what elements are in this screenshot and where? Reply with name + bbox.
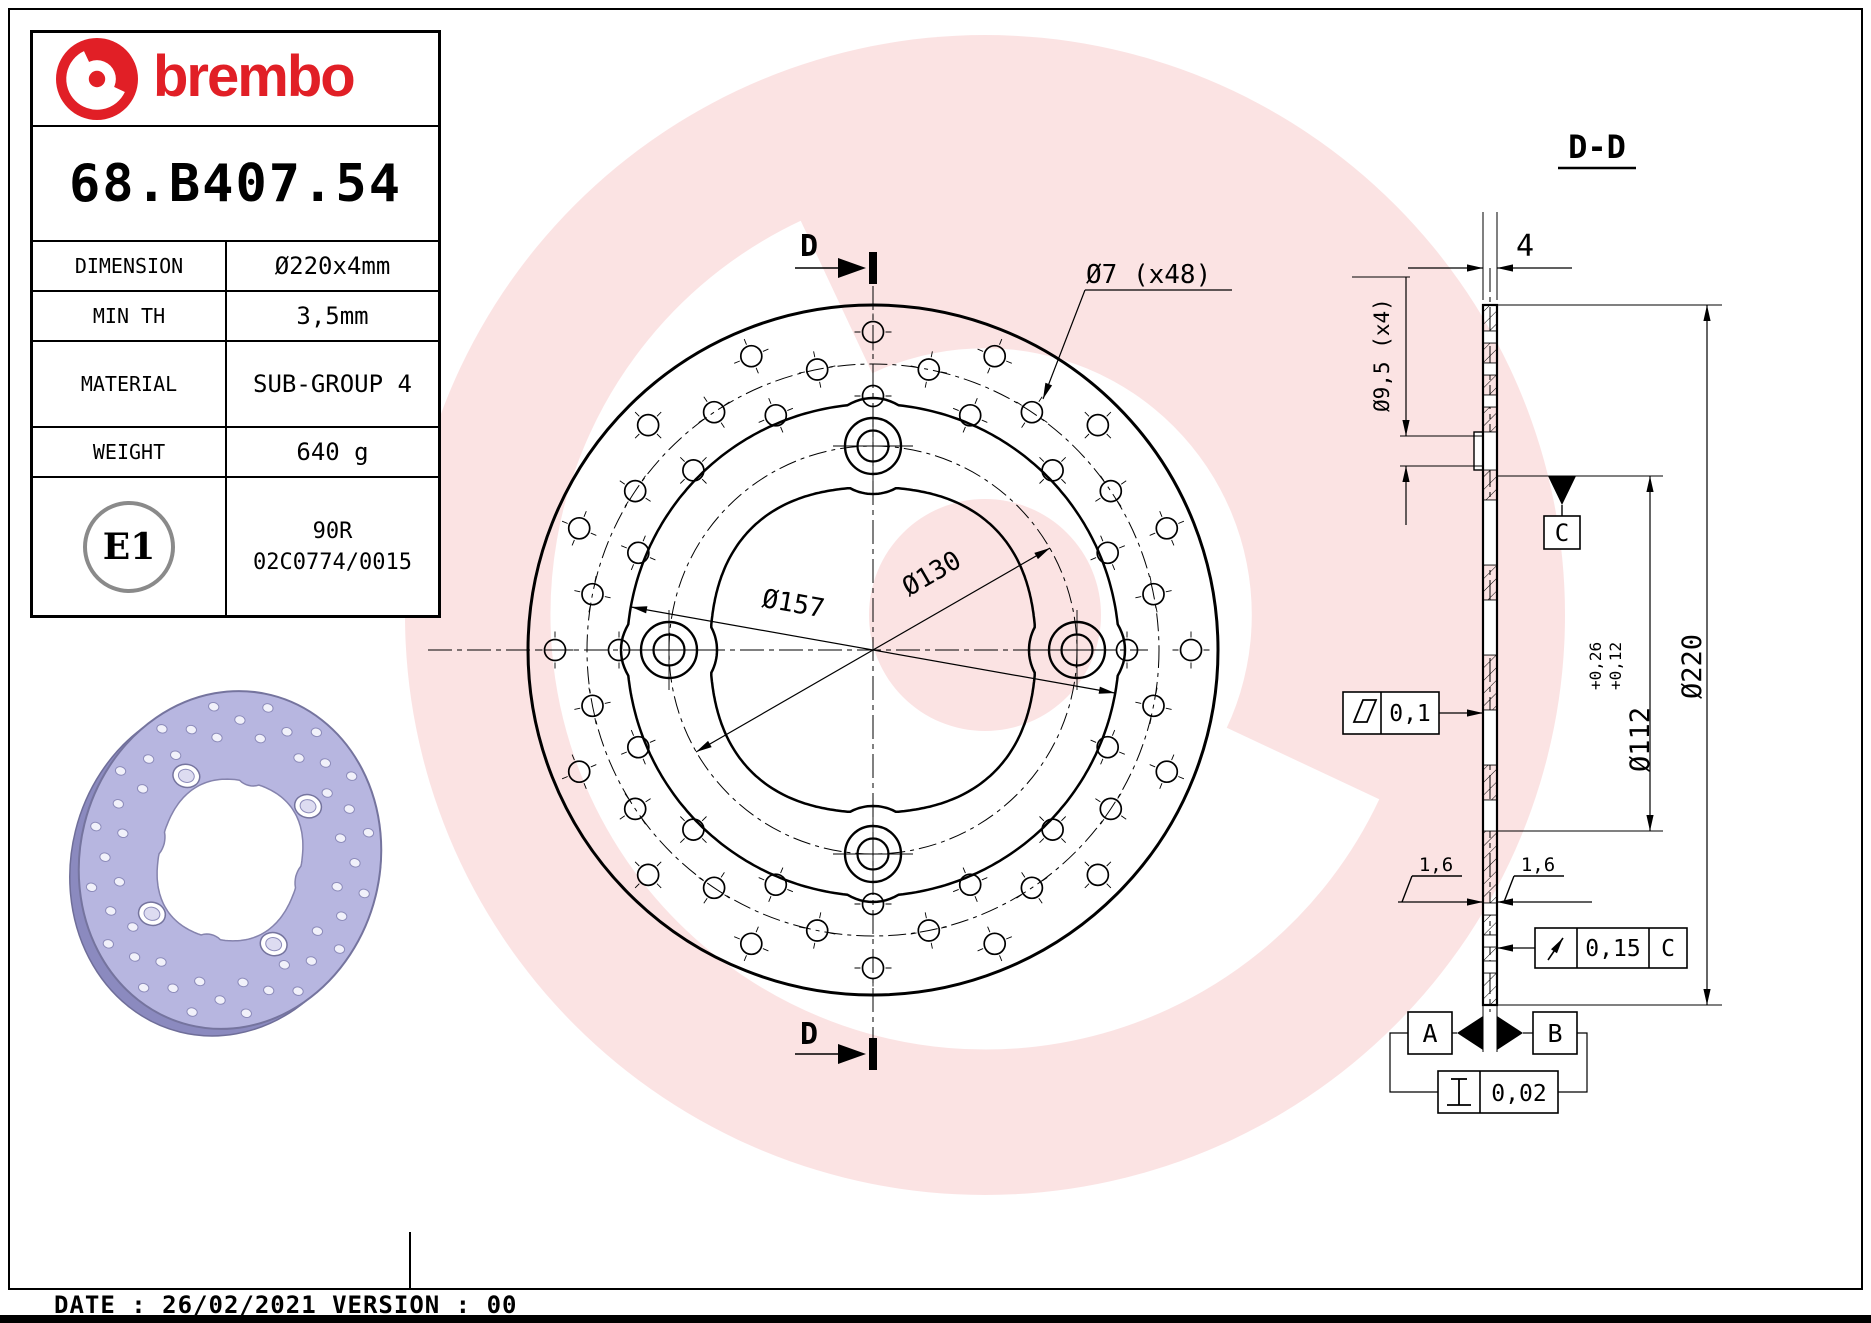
spec-value: 640 g — [296, 438, 369, 466]
hub-dim-tol-lower: +0,12 — [1606, 642, 1625, 690]
spec-row-material: MATERIAL SUB-GROUP 4 — [33, 340, 438, 426]
datum-a-triangle — [1457, 1016, 1483, 1050]
parallelism-value: 0,02 — [1491, 1081, 1546, 1107]
hub-dimension: Ø112 +0,26 +0,12 — [1497, 476, 1663, 832]
datum-a-label: A — [1422, 1019, 1437, 1048]
front-view: Ø157 Ø130 Ø7 (x48) D D — [428, 229, 1232, 1070]
spec-label: DIMENSION — [33, 242, 227, 290]
pin-hole-dimension: Ø9,5 (x4) — [1352, 276, 1483, 525]
roughness-left-value: 1,6 — [1419, 854, 1453, 876]
disc-3d-render — [69, 690, 383, 1037]
spec-label: MIN TH — [33, 292, 227, 340]
outer-dim-label: Ø220 — [1677, 634, 1708, 699]
parallelism-icon — [1447, 1078, 1471, 1106]
datum-b-label: B — [1547, 1019, 1562, 1048]
title-block: brembo 68.B407.54 DIMENSION Ø220x4mm MIN… — [30, 30, 441, 618]
spec-label: MATERIAL — [33, 342, 227, 426]
datum-b-triangle — [1497, 1016, 1523, 1050]
roughness-icon — [1401, 875, 1413, 903]
roughness-right: 1,6 — [1497, 854, 1592, 906]
date-version-note: DATE : 26/02/2021 VERSION : 00 — [54, 1291, 518, 1319]
outer-dimension: Ø220 — [1497, 304, 1722, 1006]
homologation-row: E1 90R 02C0774/0015 — [33, 476, 438, 615]
section-cut-bottom-label: D — [800, 1017, 818, 1052]
sheet-border — [8, 8, 1863, 1290]
drill-holes-group — [536, 313, 1210, 987]
section-cut-bottom: D — [795, 1017, 877, 1070]
border-divider — [409, 1232, 411, 1288]
thickness-dim-label: 4 — [1516, 229, 1534, 264]
datum-c: C — [1497, 475, 1663, 550]
section-view-title: D-D — [1568, 128, 1626, 166]
brand-header: brembo — [33, 33, 438, 125]
e1-badge: E1 — [83, 500, 175, 593]
thickness-dimension: 4 — [1408, 212, 1572, 300]
hub-dim-tol-upper: +0,26 — [1586, 642, 1605, 690]
brembo-logo-icon — [51, 35, 143, 123]
drill-holes-dimension: Ø7 (x48) — [1042, 260, 1232, 400]
braking-band-inner-edge — [619, 396, 1127, 904]
runout-value: 0,15 — [1585, 936, 1640, 962]
datum-c-triangle — [1548, 476, 1576, 505]
flatness-icon — [1352, 699, 1378, 723]
section-view: D-D 4 Ø9,5 (x4) — [1342, 128, 1722, 1114]
roughness-right-value: 1,6 — [1521, 854, 1555, 876]
disc-outer-circle — [526, 303, 1220, 997]
spec-row-weight: WEIGHT 640 g — [33, 426, 438, 476]
roughness-left: 1,6 — [1398, 854, 1483, 906]
flatness-frame: 0,1 — [1342, 691, 1483, 735]
homologation-approval: 90R 02C0774/0015 — [227, 478, 438, 615]
spec-value: 3,5mm — [296, 302, 369, 330]
datum-a-b-group: A B 0,02 — [1389, 1005, 1588, 1114]
runout-datum-ref: C — [1661, 936, 1675, 962]
hub-dim-label: Ø112 — [1625, 707, 1656, 772]
parallelism-frame — [1437, 1070, 1559, 1114]
drill-pattern-circle — [586, 363, 1160, 937]
approval-line2: 02C0774/0015 — [253, 549, 412, 575]
pin-hole-dim-label: Ø9,5 (x4) — [1370, 298, 1394, 412]
flatness-value: 0,1 — [1389, 701, 1431, 727]
runout-frame: 0,15 C — [1497, 927, 1688, 969]
spec-label: WEIGHT — [33, 428, 227, 476]
brand-wordmark: brembo — [153, 43, 356, 109]
datum-c-label: C — [1555, 519, 1569, 547]
approval-line1: 90R — [312, 518, 353, 544]
runout-icon — [1547, 937, 1564, 961]
spec-row-min-th: MIN TH 3,5mm — [33, 290, 438, 340]
spec-value: Ø220x4mm — [274, 252, 391, 280]
section-cut-top: D — [795, 229, 877, 284]
part-number: 68.B407.54 — [33, 125, 438, 240]
roughness-icon — [1503, 875, 1515, 903]
drill-holes-dim-label: Ø7 (x48) — [1086, 260, 1211, 290]
bottom-bar — [0, 1315, 1871, 1323]
section-bar-outline — [1481, 303, 1499, 1007]
spec-row-dimension: DIMENSION Ø220x4mm — [33, 240, 438, 290]
spec-value: SUB-GROUP 4 — [253, 370, 412, 398]
homologation-badge: E1 — [33, 478, 227, 615]
section-cut-top-label: D — [800, 229, 818, 264]
